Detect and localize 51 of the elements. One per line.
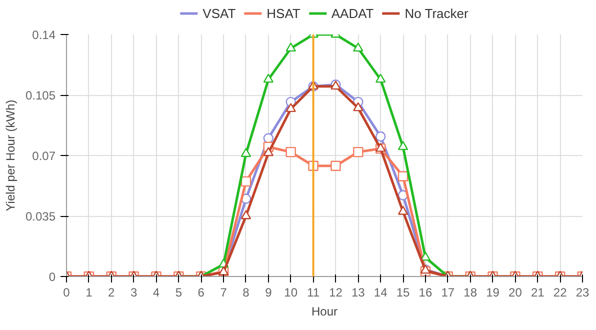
point <box>263 74 274 83</box>
point <box>240 176 252 187</box>
y-tick-label: 0.07 <box>32 149 56 163</box>
x-tick-label: 5 <box>175 286 182 300</box>
x-tick-label: 11 <box>307 286 320 300</box>
x-tick-label: 6 <box>198 286 205 300</box>
point <box>398 141 408 150</box>
x-tick-label: 0 <box>63 286 70 300</box>
x-tick-label: 4 <box>152 286 160 300</box>
point <box>263 147 274 156</box>
y-tick-label: 0.14 <box>32 28 56 42</box>
y-axis-title: Yield per Hour (kWh) <box>3 100 18 212</box>
x-tick-label: 7 <box>220 286 228 300</box>
x-tick-label: 8 <box>242 286 250 300</box>
x-tick-label: 21 <box>530 286 545 300</box>
x-tick-label: 22 <box>553 286 568 300</box>
point <box>353 146 364 158</box>
point <box>353 102 364 112</box>
point <box>240 210 252 220</box>
point <box>375 131 386 142</box>
x-tick-label: 20 <box>508 286 522 300</box>
x-tick-label: 10 <box>284 286 298 300</box>
x-tick-label: 13 <box>351 286 366 300</box>
x-tick-label: 19 <box>486 286 500 300</box>
point <box>375 74 386 83</box>
legend-label: HSAT <box>266 6 300 20</box>
x-tick-label: 2 <box>108 286 116 300</box>
legend-label: No Tracker <box>404 6 468 20</box>
x-tick-label: 14 <box>374 286 388 300</box>
x-tick-label: 15 <box>396 286 410 300</box>
point <box>263 133 274 144</box>
legend-label: AADAT <box>331 6 374 20</box>
y-tick-label: 0 <box>48 270 56 284</box>
point <box>286 103 296 112</box>
x-tick-label: 9 <box>265 286 272 300</box>
point <box>330 160 341 171</box>
y-tick-label: 0.105 <box>25 88 56 102</box>
point <box>286 146 296 158</box>
point <box>240 148 252 157</box>
x-tick-label: 16 <box>418 286 432 300</box>
y-tick-label: 0.035 <box>25 210 56 224</box>
point <box>398 206 408 215</box>
x-tick-label: 1 <box>86 286 93 300</box>
x-tick-label: 12 <box>329 286 343 300</box>
legend-label: VSAT <box>202 6 236 20</box>
x-tick-label: 23 <box>576 286 590 300</box>
x-tick-label: 18 <box>464 286 478 300</box>
x-tick-label: 3 <box>130 286 138 300</box>
x-axis-title: Hour <box>311 304 338 318</box>
x-tick-label: 17 <box>441 286 455 300</box>
point <box>398 171 408 182</box>
